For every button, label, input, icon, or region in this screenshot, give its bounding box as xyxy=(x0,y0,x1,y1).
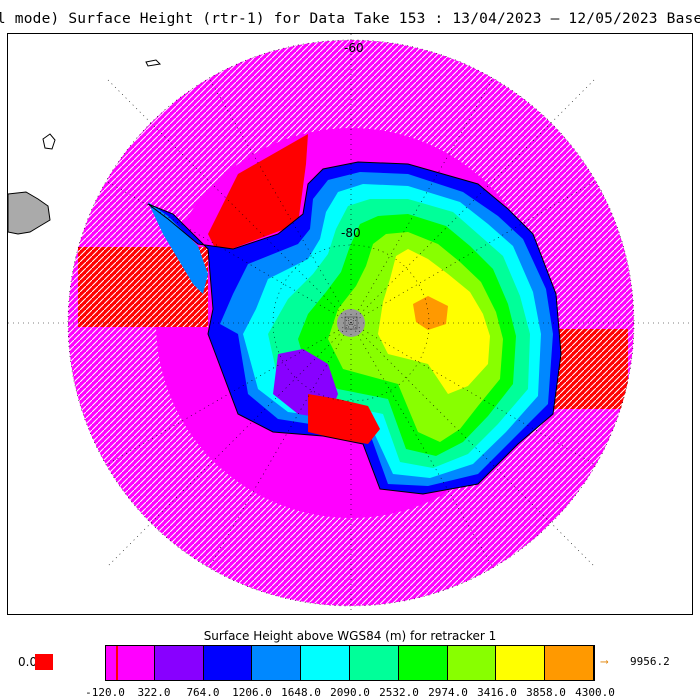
colorbar-tick-label: 3858.0 xyxy=(526,686,566,699)
nodata-strip-east xyxy=(553,329,628,409)
legend-title: Surface Height above WGS84 (m) for retra… xyxy=(203,629,497,643)
plot-title: ll mode) Surface Height (rtr-1) for Data… xyxy=(0,11,700,27)
lat-label-60: -60 xyxy=(344,41,364,55)
colorbar-tick-label: 4300.0 xyxy=(575,686,615,699)
colorbar xyxy=(105,645,595,681)
colorbar-swatch xyxy=(349,646,399,680)
colorbar-swatch xyxy=(398,646,448,680)
nodata-weddell xyxy=(208,134,308,254)
colorbar-tick-label: 1206.0 xyxy=(232,686,272,699)
graticule xyxy=(8,34,692,614)
colorbar-swatch xyxy=(301,646,350,680)
falkland-island xyxy=(42,133,56,150)
colorbar-tick-label: 764.0 xyxy=(186,686,220,699)
max-value-arrow: ⟶ xyxy=(601,655,608,668)
colorbar-tick-label: 1648.0 xyxy=(281,686,321,699)
colorbar-tick-label: 322.0 xyxy=(137,686,171,699)
map-frame: -60 -80 xyxy=(7,33,693,615)
colorbar-tick-label: 3416.0 xyxy=(477,686,517,699)
colorbar-swatch xyxy=(496,646,546,680)
coastline xyxy=(147,161,562,495)
lat-label-80: -80 xyxy=(341,226,361,240)
colorbar-swatch xyxy=(106,646,155,680)
max-value: 9956.2 xyxy=(630,655,670,668)
colorbar-tick-label: 2532.0 xyxy=(379,686,419,699)
colorbar-swatch xyxy=(252,646,302,680)
small-island xyxy=(145,59,162,67)
colorbar-swatch xyxy=(447,646,497,680)
colorbar-tick-label: 2974.0 xyxy=(428,686,468,699)
polar-map: -60 -80 xyxy=(8,34,692,614)
antarctica-heights xyxy=(148,162,561,494)
nodata-label: 0.0 xyxy=(18,655,38,669)
colorbar-swatch xyxy=(203,646,253,680)
colorbar-swatch xyxy=(545,646,594,680)
colorbar-marker xyxy=(116,646,118,680)
colorbar-tick-label: 2090.0 xyxy=(330,686,370,699)
colorbar-tick-label: -120.0 xyxy=(85,686,125,699)
nodata-swatch xyxy=(35,654,53,670)
south-america-land xyxy=(8,191,51,235)
colorbar-swatch xyxy=(154,646,204,680)
